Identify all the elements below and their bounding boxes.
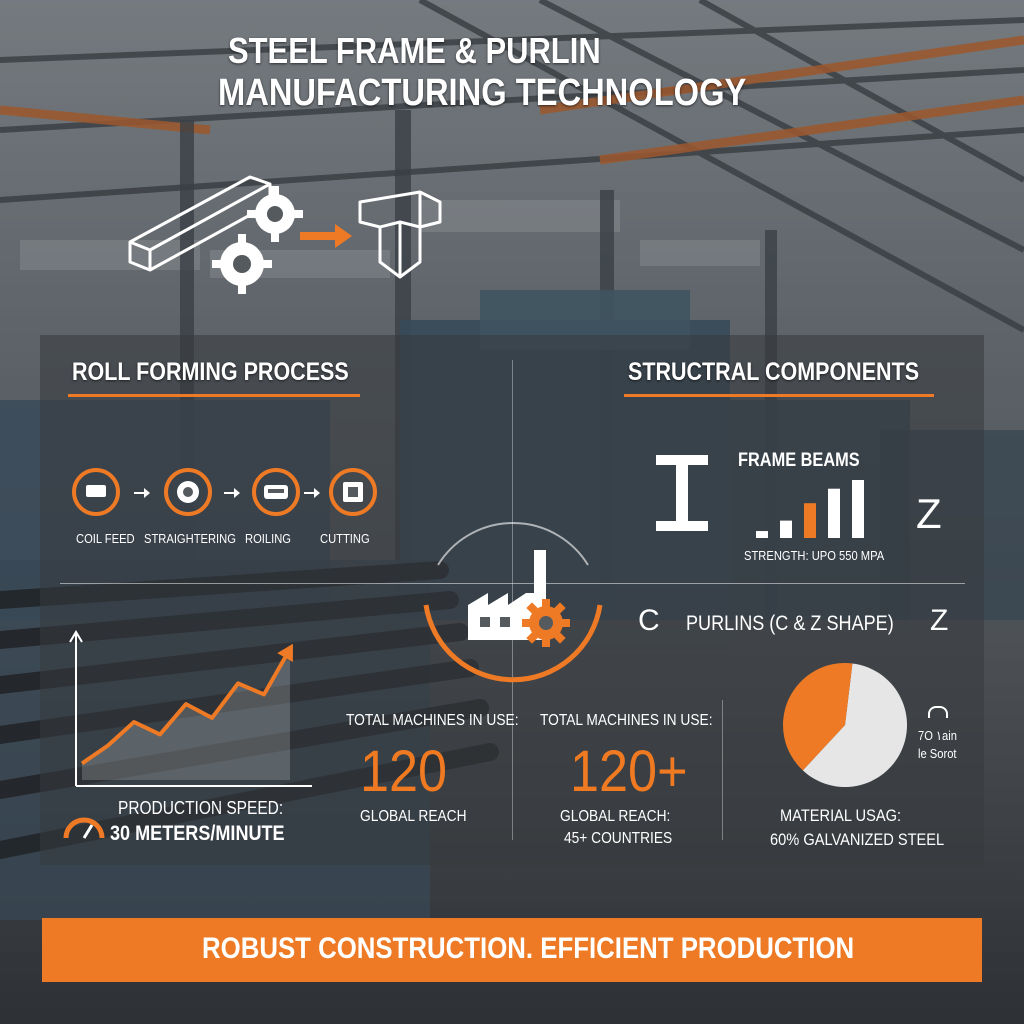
vertical-divider-1	[512, 360, 513, 840]
banner-text: ROBUST CONSTRUCTION. EFFICIENT PRODUCTIO…	[202, 932, 855, 965]
roll-forming-heading: ROLL FORMING PROCESS	[72, 358, 349, 386]
global-reach-right: GLOBAL REACH:	[560, 808, 671, 825]
strength-bar	[756, 531, 768, 538]
purlins-label: PURLINS (C & Z SHAPE)	[686, 612, 894, 635]
vertical-divider-2	[722, 700, 723, 840]
process-steps-icons	[72, 468, 377, 516]
cutting-icon	[329, 468, 377, 516]
pie-slice-other	[783, 663, 853, 771]
i-beam-icon	[656, 455, 708, 531]
strength-bar	[828, 488, 840, 538]
countries-count: 45+ COUNTRIES	[564, 830, 673, 847]
rolling-icon	[252, 468, 300, 516]
beam-strength-bars	[756, 480, 864, 538]
strength-label: STRENGTH: UPO 550 MPA	[744, 548, 885, 563]
horizontal-divider	[60, 583, 965, 584]
strength-bar	[780, 520, 792, 538]
bottom-banner: ROBUST CONSTRUCTION. EFFICIENT PRODUCTIO…	[42, 918, 982, 982]
step-coil-feed: COIL FEED	[76, 531, 135, 546]
production-speed-label: PRODUCTION SPEED:	[118, 798, 284, 818]
factory-gear-emblem	[423, 522, 603, 683]
step-straightening: STRAIGHTERING	[144, 531, 236, 546]
straightening-icon	[164, 468, 212, 516]
coil-feed-icon	[72, 468, 120, 516]
machines-value-left: 120	[360, 739, 448, 804]
production-speed-value: 30 METERS/MINUTE	[110, 822, 285, 845]
material-pie-chart	[783, 663, 907, 787]
pie-icon	[928, 706, 948, 718]
pie-label-1: 7O ۱ain	[918, 728, 957, 743]
step-cutting: CUTTING	[320, 531, 370, 546]
c-letter: C	[638, 604, 660, 637]
production-trend-chart	[69, 630, 312, 787]
material-label: MATERIAL USAG:	[780, 806, 902, 825]
material-value: 60% GALVANIZED STEEL	[770, 830, 945, 849]
machines-label-right: TOTAL MACHINES IN USE:	[540, 712, 713, 729]
strength-bar	[852, 480, 864, 538]
z-letter-lower: Z	[930, 604, 949, 637]
step-rolling: ROILING	[245, 531, 291, 546]
pie-label-2: le Sorot	[918, 746, 957, 761]
page-title-line1: STEEL FRAME & PURLIN	[228, 30, 601, 71]
pie-slice-galvanized	[802, 663, 907, 787]
roll-forming-heading-underline	[68, 394, 360, 397]
structural-heading-underline	[624, 394, 934, 397]
machines-label-left: TOTAL MACHINES IN USE:	[346, 712, 519, 729]
strength-bar	[804, 503, 816, 538]
frame-beams-label: FRAME BEAMS	[738, 450, 860, 471]
page-title-line2: MANUFACTURING TECHNOLOGY	[218, 72, 747, 114]
speedometer-icon	[63, 817, 105, 839]
machines-value-right: 120+	[570, 739, 688, 804]
global-reach-left: GLOBAL REACH	[360, 808, 467, 825]
z-letter-upper: Z	[916, 490, 942, 537]
structural-heading: STRUCTRAL COMPONENTS	[628, 358, 920, 386]
beam-forming-icon	[128, 175, 442, 294]
